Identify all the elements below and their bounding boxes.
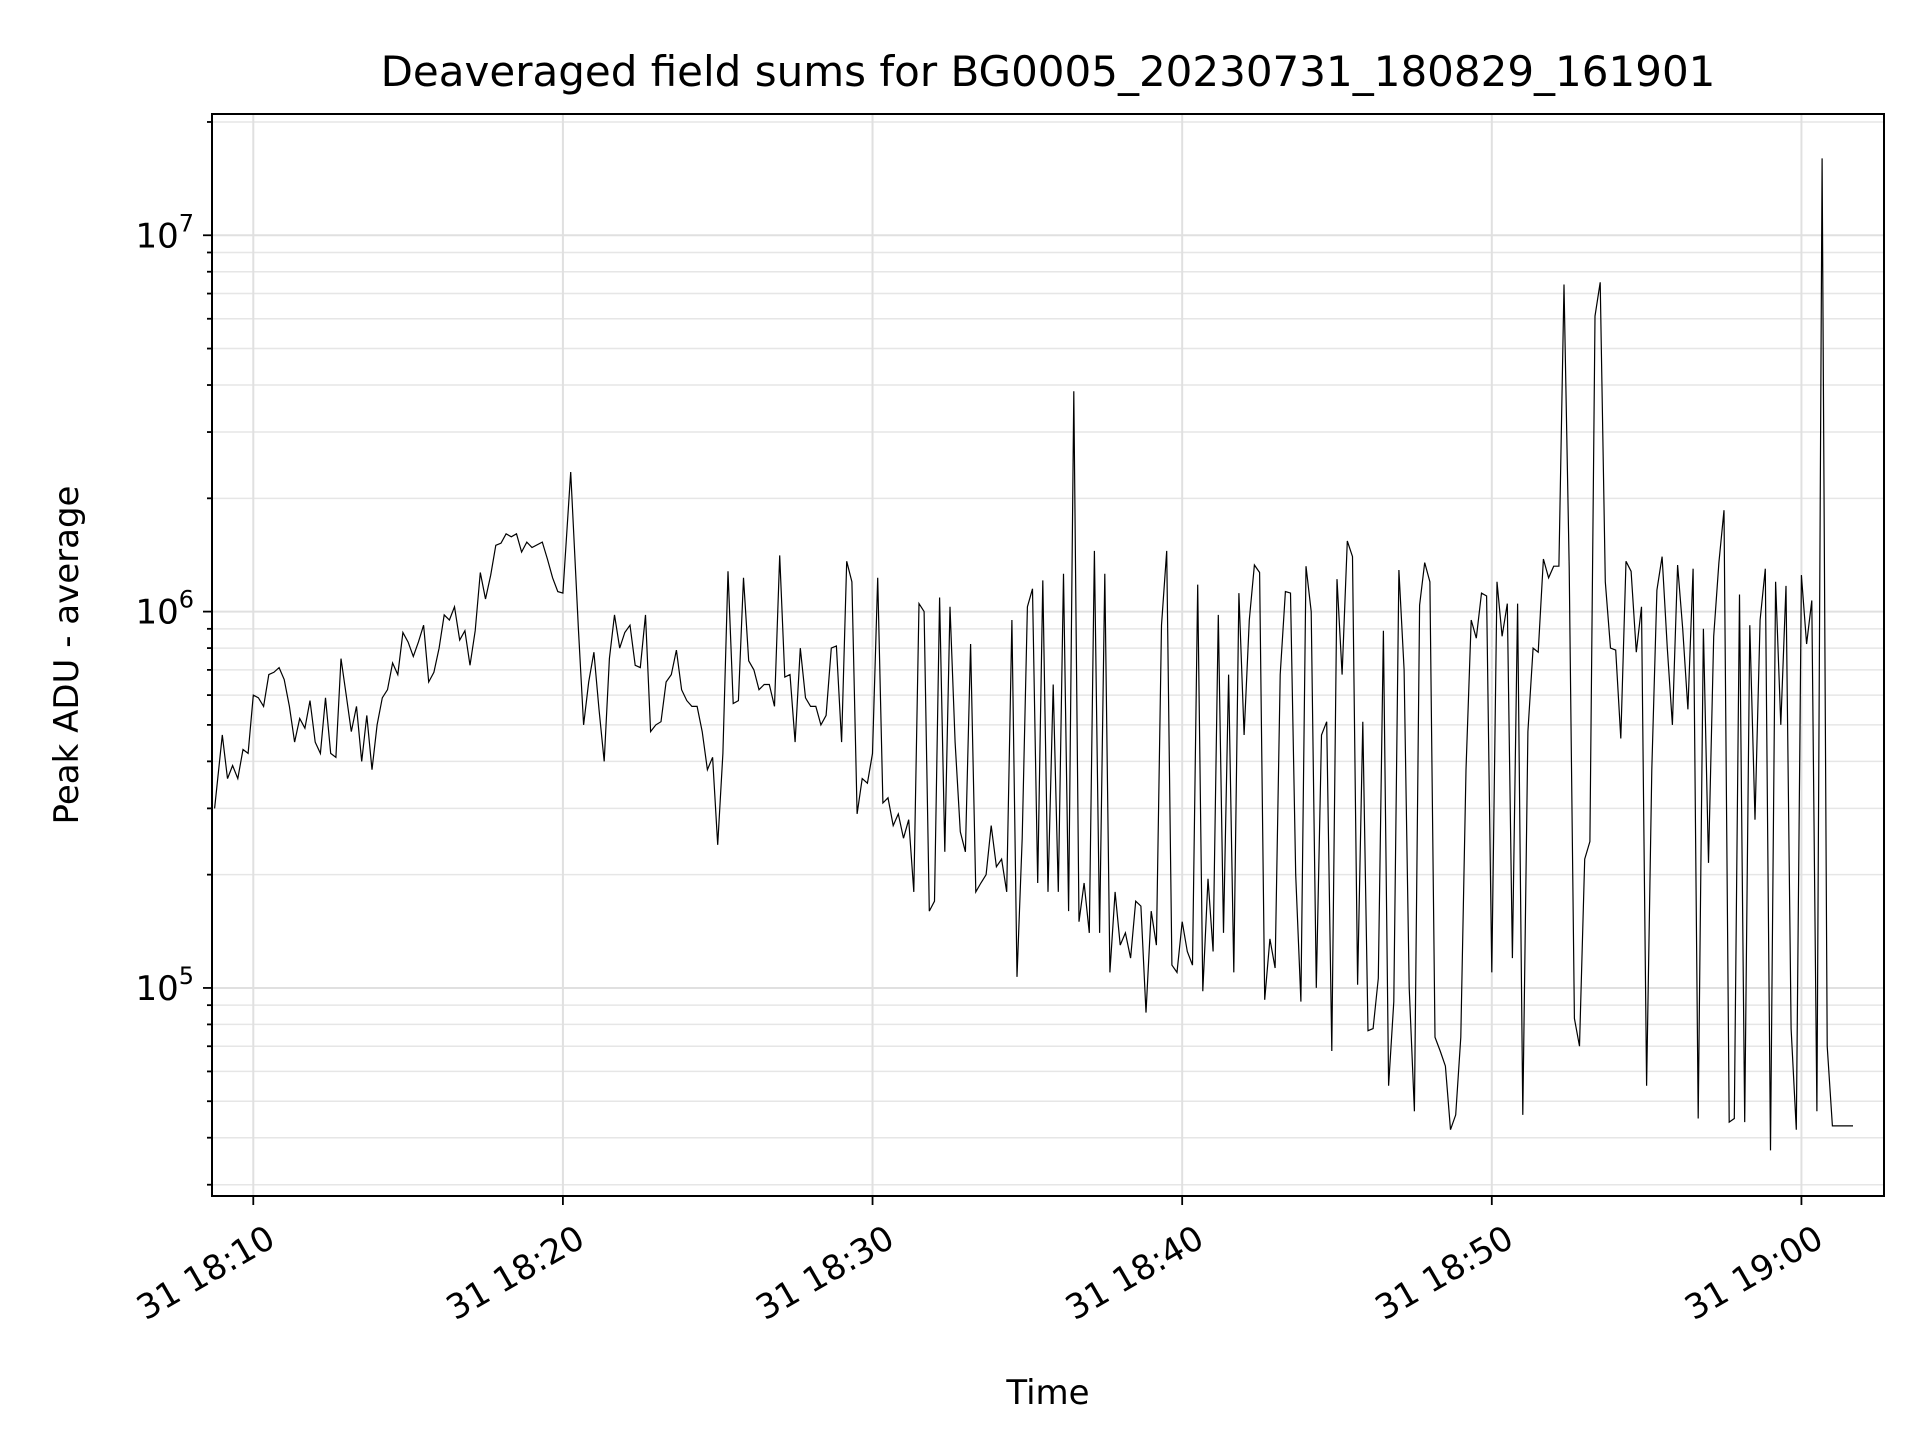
series-layer <box>214 158 1853 1151</box>
grid <box>212 114 1884 1196</box>
y-tick-label: 106 <box>135 586 194 633</box>
x-axis-label: Time <box>1005 1373 1089 1413</box>
plot-frame <box>211 113 1885 1197</box>
y-tick-label: 107 <box>135 209 194 256</box>
chart-title: Deaveraged field sums for BG0005_2023073… <box>381 47 1716 96</box>
series-line <box>214 158 1853 1151</box>
y-axis-label: Peak ADU - average <box>47 486 87 825</box>
y-tick-label: 105 <box>135 962 194 1009</box>
y-axis: 105 106 107 <box>135 121 212 1186</box>
